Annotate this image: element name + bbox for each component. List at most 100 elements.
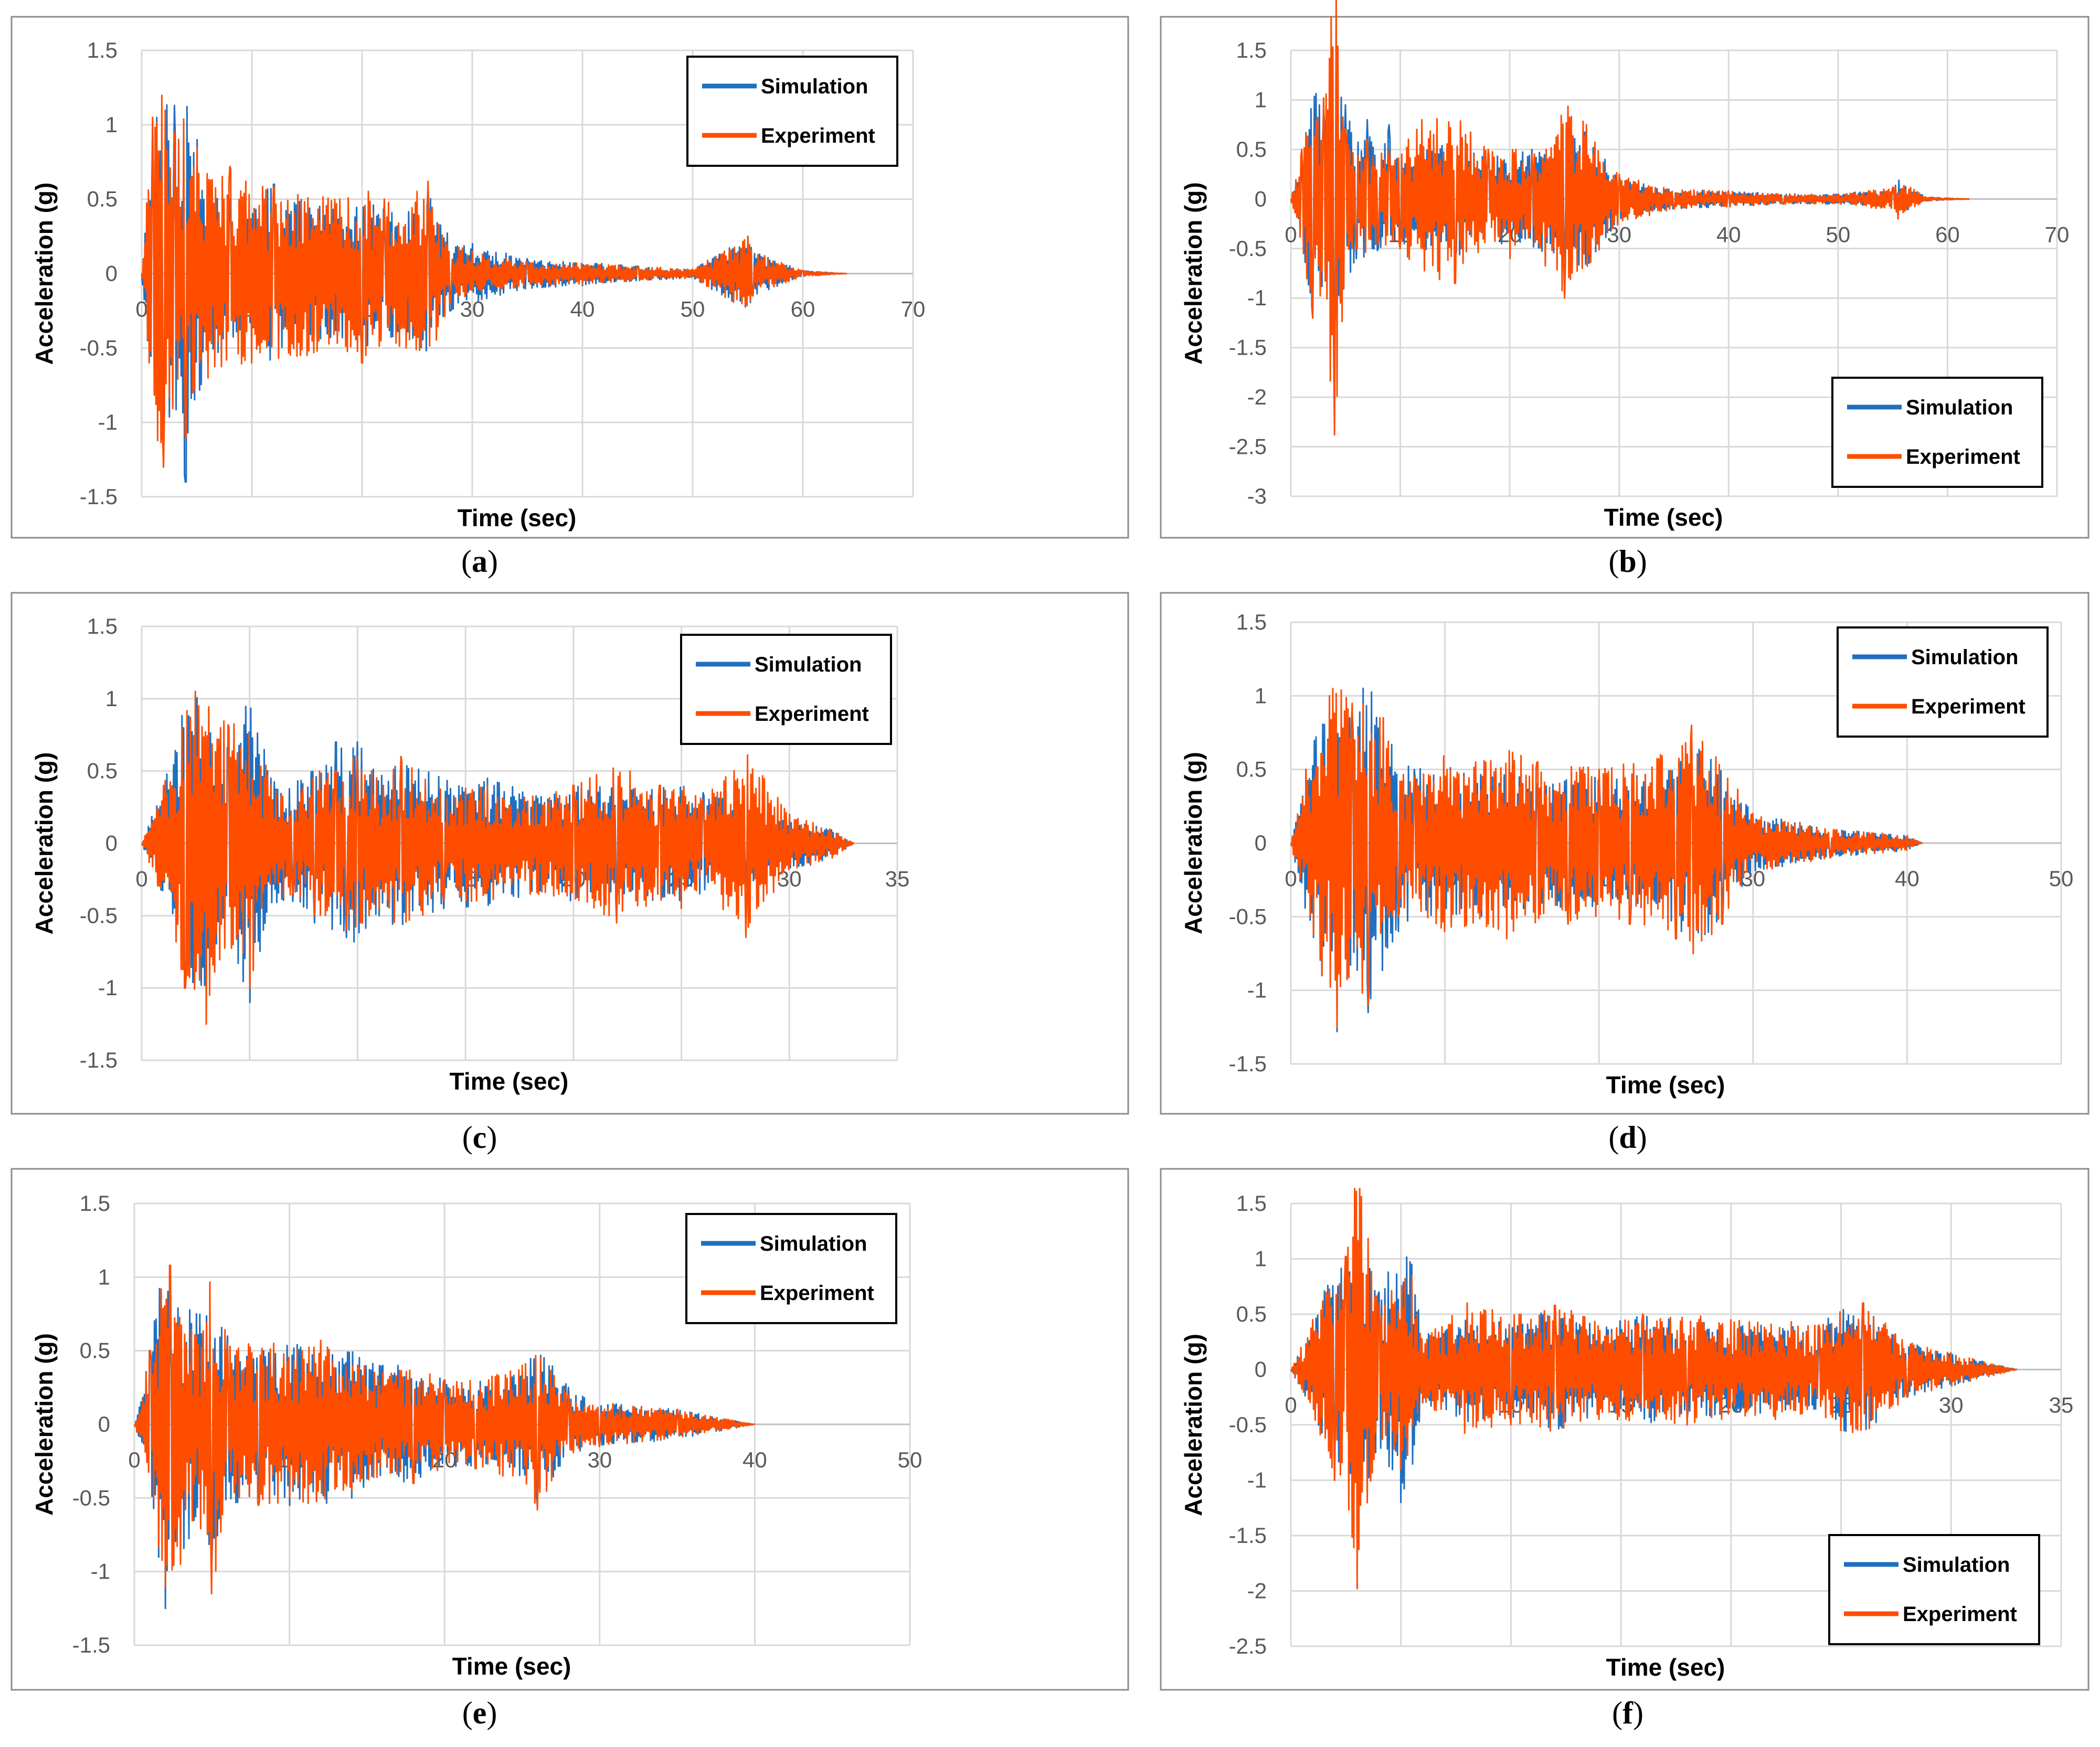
x-tick-label: 40 — [743, 1447, 767, 1472]
legend-label-simulation: Simulation — [1911, 646, 2018, 669]
y-tick-label: 0.5 — [1236, 1302, 1267, 1326]
x-tick-label: 70 — [901, 297, 926, 322]
y-axis-title: Acceleration (g) — [30, 1333, 58, 1516]
chart-panel-b: -3-2.5-2-1.5-1-0.500.511.50 10 20 30 40 50 60 7… — [1160, 0, 2090, 579]
legend: Simulation Experiment — [680, 634, 892, 745]
y-tick-label: -1.5 — [72, 1633, 110, 1657]
y-tick-label: -3 — [1247, 484, 1267, 508]
y-tick-label: 1.5 — [1236, 1191, 1267, 1216]
y-tick-label: -0.5 — [72, 1485, 110, 1510]
y-tick-label: 0.5 — [1236, 757, 1267, 782]
y-tick-label: 1 — [1255, 87, 1267, 112]
series-experiment-line — [1290, 0, 1970, 436]
y-tick-label: 1.5 — [1236, 38, 1267, 62]
x-tick-label: 40 — [570, 297, 595, 322]
y-axis-title: Acceleration (g) — [30, 752, 58, 935]
legend-label-experiment: Experiment — [1903, 1603, 2017, 1626]
y-tick-label: 0.5 — [87, 759, 118, 783]
legend-label-simulation: Simulation — [1906, 396, 2013, 419]
y-tick-label: -1.5 — [80, 1048, 118, 1072]
y-tick-label: 0.5 — [87, 187, 118, 211]
x-tick-label: 35 — [2049, 1393, 2074, 1418]
y-tick-label: -1 — [98, 410, 118, 434]
legend: Simulation Experiment — [1828, 1534, 2040, 1645]
chart-panel-f: -2.5-2-1.5-1-0.500.511.50 5 10 15 20 25 30 35Ti… — [1160, 1168, 2090, 1730]
y-tick-label: -2 — [1247, 1579, 1267, 1603]
x-axis-title: Time (sec) — [1604, 504, 1723, 531]
y-tick-label: -1 — [98, 975, 118, 1000]
legend-label-experiment: Experiment — [760, 1282, 874, 1305]
y-axis-title: Acceleration (g) — [1180, 1334, 1207, 1516]
y-tick-label: 1 — [1255, 683, 1267, 708]
x-axis-title: Time (sec) — [1606, 1654, 1725, 1681]
y-axis-title: Acceleration (g) — [1180, 182, 1207, 365]
x-tick-label: 30 — [1741, 866, 1765, 891]
y-axis-title: Acceleration (g) — [1180, 752, 1207, 934]
y-tick-label: -0.5 — [80, 335, 118, 360]
y-tick-label: -0.5 — [1229, 904, 1267, 929]
series-experiment-line — [1290, 1188, 2018, 1590]
legend-box — [1831, 377, 2043, 488]
x-tick-label: 60 — [791, 297, 815, 322]
y-tick-label: -1.5 — [80, 484, 118, 509]
y-tick-label: 1 — [105, 686, 118, 711]
legend-box — [680, 634, 892, 745]
y-tick-label: -1 — [1247, 285, 1267, 310]
panel-caption: (c) — [462, 1120, 497, 1155]
y-tick-label: -1.5 — [1229, 1523, 1267, 1548]
y-tick-label: -0.5 — [80, 903, 118, 928]
x-tick-label: 40 — [1716, 222, 1741, 247]
panel-caption: (b) — [1608, 544, 1647, 579]
x-tick-label: 50 — [2049, 866, 2074, 891]
x-tick-label: 35 — [885, 867, 910, 891]
x-tick-label: 30 — [460, 297, 485, 322]
y-tick-label: 0 — [1255, 186, 1267, 211]
series-experiment-line — [141, 94, 847, 468]
x-tick-label: 0 — [1285, 222, 1297, 247]
y-tick-label: -1.5 — [1229, 335, 1267, 360]
series-experiment-line — [133, 1264, 755, 1595]
x-tick-label: 30 — [1939, 1393, 1964, 1418]
x-axis-title: Time (sec) — [458, 504, 577, 531]
x-tick-label: 30 — [587, 1447, 612, 1472]
x-tick-label: 0 — [1285, 866, 1297, 891]
panel-caption: (a) — [461, 544, 498, 579]
x-tick-label: 0 — [135, 297, 147, 322]
x-tick-label: 50 — [1826, 222, 1850, 247]
y-tick-label: -0.5 — [1229, 1412, 1267, 1437]
panel-caption: (e) — [462, 1696, 497, 1730]
x-tick-label: 0 — [1285, 1393, 1297, 1418]
x-tick-label: 70 — [2045, 222, 2070, 247]
legend-label-experiment: Experiment — [761, 124, 875, 147]
y-tick-label: 0 — [1255, 830, 1267, 855]
x-axis-title: Time (sec) — [1606, 1071, 1725, 1099]
x-tick-label: 40 — [1895, 866, 1919, 891]
y-tick-label: 0.5 — [80, 1338, 110, 1363]
legend-box — [1837, 626, 2049, 738]
legend-label-simulation: Simulation — [1903, 1553, 2010, 1576]
x-tick-label: 50 — [898, 1447, 922, 1472]
legend: Simulation Experiment — [1831, 377, 2043, 488]
legend: Simulation Experiment — [686, 56, 898, 167]
panel-caption: (f) — [1612, 1696, 1643, 1730]
x-tick-label: 50 — [681, 297, 705, 322]
x-tick-label: 0 — [135, 867, 147, 891]
legend-label-simulation: Simulation — [760, 1232, 867, 1255]
panel-caption: (d) — [1608, 1120, 1647, 1155]
legend-label-experiment: Experiment — [755, 702, 869, 726]
y-tick-label: 0.5 — [1236, 137, 1267, 162]
y-tick-label: 1.5 — [80, 1191, 110, 1216]
series-experiment-line — [1290, 687, 1923, 1028]
legend-label-experiment: Experiment — [1906, 445, 2020, 468]
y-tick-label: -1 — [91, 1559, 110, 1584]
y-axis-title: Acceleration (g) — [30, 183, 58, 365]
y-tick-label: 1.5 — [1236, 610, 1267, 634]
y-tick-label: -1 — [1247, 1468, 1267, 1493]
y-tick-label: 0 — [105, 831, 118, 856]
y-tick-label: -2.5 — [1229, 1634, 1267, 1658]
